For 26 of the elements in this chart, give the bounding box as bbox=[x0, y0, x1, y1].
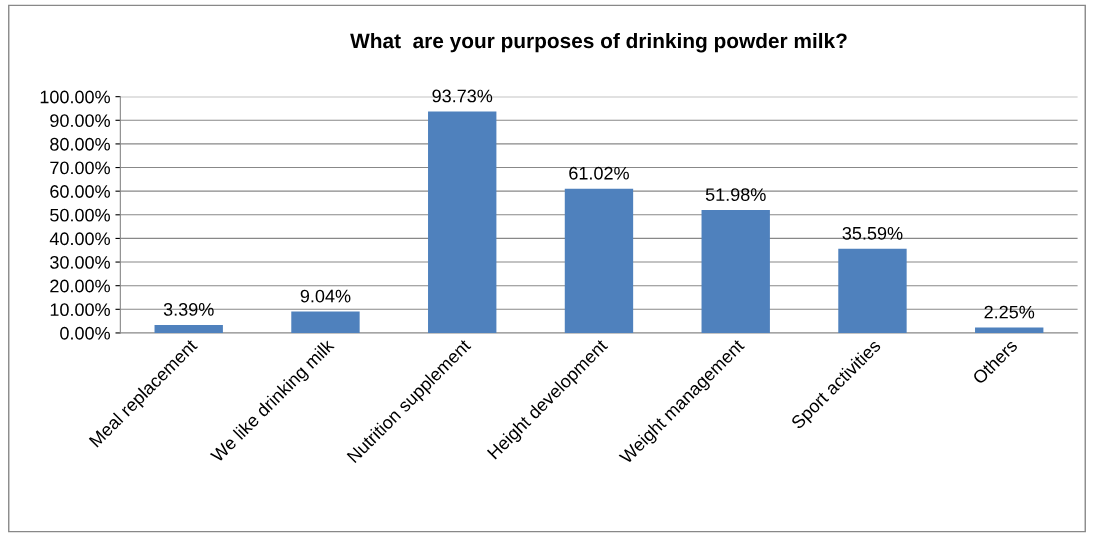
bar bbox=[154, 324, 223, 333]
data-label: 2.25% bbox=[984, 305, 1035, 319]
bar bbox=[975, 327, 1044, 333]
bar bbox=[701, 210, 770, 333]
y-tick-label: 40.00% bbox=[49, 232, 110, 246]
y-tick-label: 80.00% bbox=[50, 137, 110, 151]
bar bbox=[291, 311, 360, 333]
y-tick-label: 60.00% bbox=[50, 185, 110, 198]
bar bbox=[428, 111, 497, 333]
data-label: 51.98% bbox=[705, 188, 766, 201]
bar bbox=[838, 248, 907, 333]
chart-title: What are your purposes of drinking powder milk? bbox=[350, 32, 847, 53]
data-label: 9.04% bbox=[300, 289, 351, 303]
y-tick-label: 30.00% bbox=[50, 255, 110, 269]
y-tick-label: 0.00% bbox=[60, 326, 110, 340]
bar bbox=[564, 188, 634, 333]
y-tick-label: 100.00% bbox=[40, 90, 110, 104]
data-label: 3.39% bbox=[163, 303, 214, 316]
y-tick-label: 50.00% bbox=[50, 208, 110, 222]
y-tick-label: 10.00% bbox=[50, 303, 110, 317]
data-label: 35.59% bbox=[842, 226, 903, 240]
y-tick-label: 20.00% bbox=[50, 279, 110, 293]
y-tick-label: 90.00% bbox=[50, 114, 110, 128]
y-tick-label: 70.00% bbox=[50, 161, 110, 175]
data-label: 61.02% bbox=[569, 166, 629, 180]
data-label: 93.73% bbox=[432, 89, 493, 103]
